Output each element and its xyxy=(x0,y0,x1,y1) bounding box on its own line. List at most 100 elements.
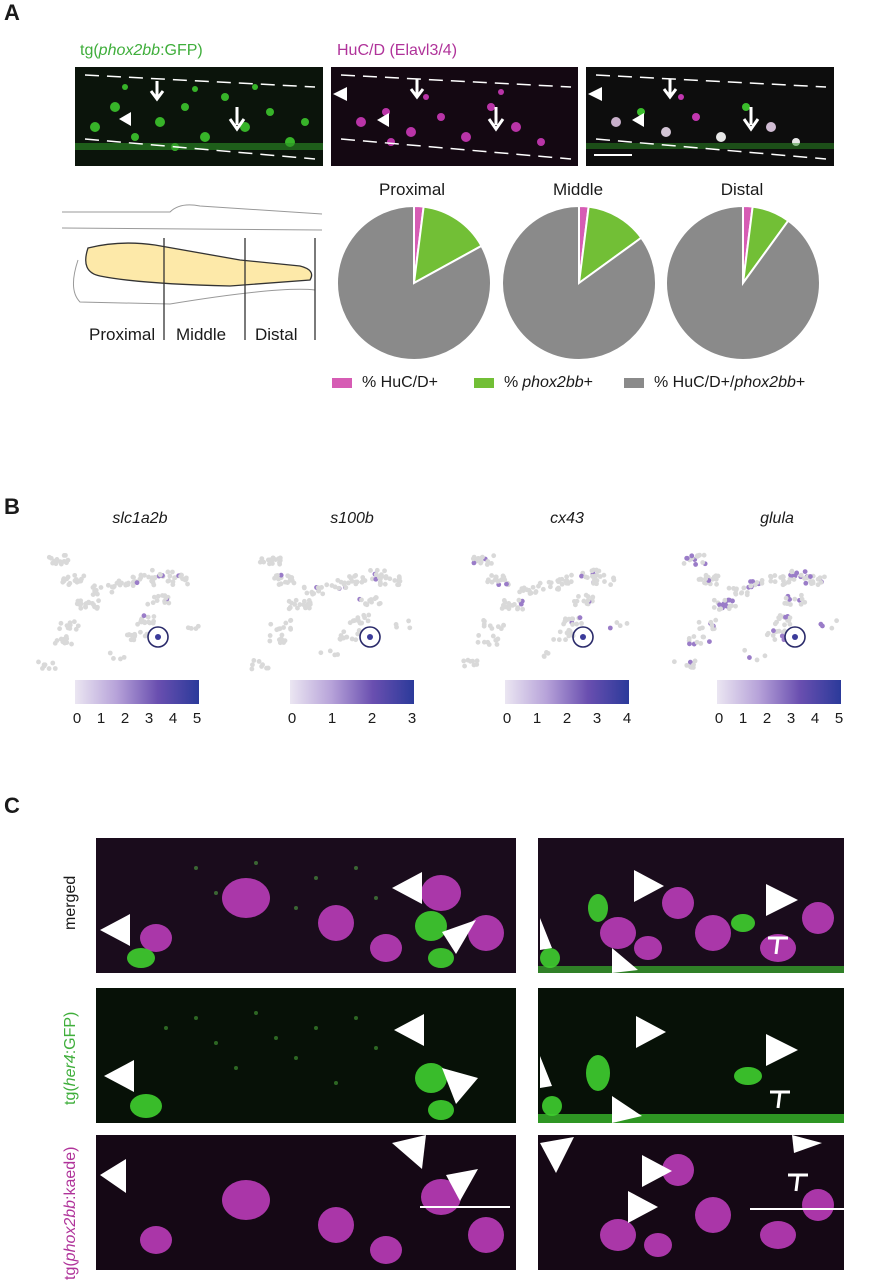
umap-point xyxy=(747,655,752,660)
umap-point xyxy=(485,577,491,583)
umap-point xyxy=(81,573,87,579)
umap-point xyxy=(762,653,768,659)
umap-highlight-point xyxy=(367,634,373,640)
colorbar-tick: 3 xyxy=(407,710,417,727)
umap-point xyxy=(502,577,508,583)
legend-swatch-both xyxy=(624,378,644,388)
umap-point xyxy=(717,602,722,608)
umap-point xyxy=(710,626,716,632)
umap-point xyxy=(772,579,778,585)
umap-point xyxy=(277,561,283,567)
umap-point xyxy=(364,602,370,608)
umap-point xyxy=(574,598,580,604)
umap-point xyxy=(142,619,147,625)
umap-point xyxy=(383,575,389,581)
umap-point xyxy=(589,568,595,574)
umap-point xyxy=(602,579,607,584)
umap-point xyxy=(802,599,808,605)
umap-point xyxy=(783,614,788,620)
umap-point xyxy=(151,594,157,600)
umap-point xyxy=(267,633,273,638)
umap-point xyxy=(354,579,360,585)
umap-point xyxy=(132,631,138,637)
umap-point xyxy=(332,584,338,590)
legend-both: % HuC/D+/phox2bb + xyxy=(624,374,805,392)
umap-point xyxy=(166,578,172,584)
umap-point xyxy=(78,601,84,607)
umap-point xyxy=(772,573,778,578)
umap-point xyxy=(320,591,326,597)
umap-point xyxy=(711,597,717,603)
umap-point xyxy=(66,582,72,588)
umap-point xyxy=(170,582,176,588)
umap-point xyxy=(251,658,257,663)
umap-point xyxy=(744,590,750,595)
umap-point xyxy=(528,590,534,596)
umap-point xyxy=(782,600,788,606)
umap-point xyxy=(495,624,501,630)
umap-point xyxy=(126,632,131,638)
colorbar-s100b xyxy=(290,680,414,704)
umap-point xyxy=(327,648,333,654)
umap-point xyxy=(369,599,374,605)
her4-label-prefix: tg( xyxy=(62,1086,79,1105)
pie-slice-phox xyxy=(577,205,643,286)
umap-point xyxy=(366,612,372,618)
umap-point xyxy=(163,595,169,601)
micrograph-c-kaede-right xyxy=(538,1135,844,1270)
umap-point xyxy=(170,569,175,575)
umap-point xyxy=(105,582,111,588)
umap-point xyxy=(713,573,719,579)
umap-point xyxy=(71,619,77,625)
umap-point xyxy=(165,569,171,575)
pie-slice-both xyxy=(501,204,657,361)
umap-point xyxy=(335,652,341,657)
umap-point xyxy=(406,618,411,624)
umap-point xyxy=(374,567,380,573)
legend-phox-pct: % xyxy=(504,374,519,391)
umap-point xyxy=(754,657,760,663)
umap-point xyxy=(570,622,575,627)
umap-point xyxy=(360,575,366,580)
umap-point xyxy=(158,572,163,578)
umap-point xyxy=(141,613,147,619)
umap-highlight-point xyxy=(792,634,798,640)
umap-point xyxy=(504,581,509,587)
umap-point xyxy=(785,579,791,585)
schematic-label-proximal: Proximal xyxy=(89,325,156,344)
umap-point xyxy=(283,620,289,626)
legend-phox-gene: phox2bb xyxy=(522,374,584,391)
umap-point xyxy=(183,575,189,581)
colorbar-tick: 0 xyxy=(72,710,82,727)
umap-point xyxy=(346,580,351,586)
umap-point xyxy=(559,581,565,587)
umap-point xyxy=(250,662,255,668)
umap-point xyxy=(703,572,709,578)
umap-point xyxy=(563,637,568,643)
umap-point xyxy=(681,561,687,566)
umap-point xyxy=(671,659,677,665)
umap-point xyxy=(166,600,172,606)
umap-highlight-point xyxy=(580,634,586,640)
umap-point xyxy=(111,656,116,661)
umap-point xyxy=(491,553,497,559)
micrograph-c-her4-right-svg xyxy=(538,1016,844,1123)
umap-point xyxy=(545,650,551,656)
umap-point xyxy=(714,581,719,587)
umap-point xyxy=(90,592,96,597)
umap-point xyxy=(738,590,744,596)
umap-point xyxy=(581,598,587,604)
micrograph-c-merged-right-svg xyxy=(538,870,844,973)
umap-point xyxy=(256,659,262,664)
umap-point xyxy=(359,597,364,603)
micrograph-c-merged-left xyxy=(96,838,516,973)
umap-point xyxy=(275,573,280,578)
umap-point xyxy=(484,562,490,567)
umap-point xyxy=(78,578,84,584)
legend-phox-suffix: + xyxy=(583,374,593,391)
umap-point xyxy=(493,574,499,580)
pie-slice-phox xyxy=(412,205,483,285)
umap-point xyxy=(557,629,563,635)
umap-point xyxy=(583,574,589,580)
colorbar-tick: 4 xyxy=(810,710,820,727)
